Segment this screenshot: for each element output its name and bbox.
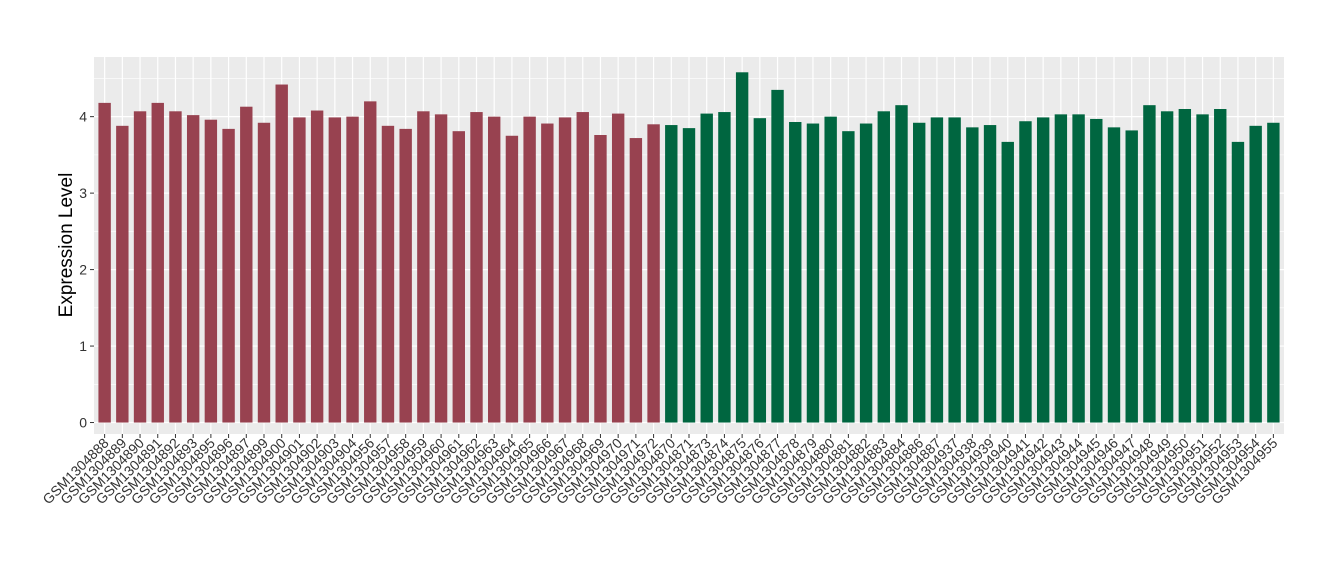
bar-GSM1304895 bbox=[204, 119, 218, 423]
bar-GSM1304882 bbox=[859, 123, 873, 423]
bar-GSM1304892 bbox=[169, 111, 182, 423]
bar-GSM1304962 bbox=[470, 112, 483, 423]
bar-GSM1304877 bbox=[771, 89, 784, 423]
bar-GSM1304891 bbox=[151, 102, 164, 423]
bar-GSM1304961 bbox=[452, 131, 465, 423]
bar-GSM1304967 bbox=[558, 117, 572, 423]
y-tick-label: 1 bbox=[79, 338, 87, 354]
bars bbox=[98, 72, 1280, 423]
bar-GSM1304874 bbox=[718, 112, 731, 423]
bar-GSM1304870 bbox=[665, 125, 678, 423]
bar-GSM1304964 bbox=[505, 135, 519, 423]
bar-GSM1304901 bbox=[293, 117, 306, 423]
bar-GSM1304972 bbox=[647, 124, 660, 423]
bar-GSM1304940 bbox=[1001, 141, 1014, 423]
bar-GSM1304881 bbox=[842, 131, 855, 423]
bar-GSM1304937 bbox=[948, 117, 961, 423]
bar-GSM1304902 bbox=[310, 110, 324, 423]
y-axis-title: Expression Level bbox=[56, 173, 77, 318]
bar-GSM1304939 bbox=[983, 125, 997, 423]
y-axis: 0 1 2 3 4 bbox=[79, 109, 94, 431]
bar-GSM1304944 bbox=[1072, 114, 1085, 423]
bar-GSM1304871 bbox=[682, 128, 696, 423]
bar-GSM1304904 bbox=[346, 116, 359, 423]
bar-GSM1304947 bbox=[1125, 130, 1138, 423]
bar-GSM1304880 bbox=[824, 116, 837, 423]
bar-GSM1304958 bbox=[399, 128, 412, 423]
bar-GSM1304965 bbox=[523, 116, 536, 423]
bar-GSM1304883 bbox=[877, 111, 890, 423]
x-axis: GSM1304888GSM1304889GSM1304890GSM1304891… bbox=[39, 434, 1281, 507]
bar-GSM1304896 bbox=[222, 128, 235, 423]
bar-GSM1304893 bbox=[186, 115, 200, 423]
bar-GSM1304948 bbox=[1143, 105, 1156, 423]
bar-GSM1304945 bbox=[1090, 118, 1103, 423]
bar-GSM1304899 bbox=[257, 122, 271, 423]
bar-GSM1304946 bbox=[1107, 127, 1121, 423]
bar-GSM1304900 bbox=[275, 84, 288, 423]
bar-GSM1304954 bbox=[1249, 125, 1262, 423]
bar-GSM1304884 bbox=[895, 105, 908, 423]
y-tick-label: 4 bbox=[79, 109, 87, 125]
y-tick-label: 2 bbox=[79, 262, 87, 278]
bar-GSM1304879 bbox=[806, 123, 820, 423]
bar-GSM1304888 bbox=[98, 102, 111, 423]
bar-GSM1304950 bbox=[1178, 109, 1192, 423]
bar-GSM1304938 bbox=[966, 127, 979, 423]
bar-GSM1304951 bbox=[1196, 114, 1209, 423]
bar-GSM1304878 bbox=[789, 122, 802, 423]
y-tick-label: 3 bbox=[79, 185, 87, 201]
bar-GSM1304966 bbox=[541, 123, 554, 423]
bar-GSM1304957 bbox=[381, 125, 395, 423]
bar-GSM1304941 bbox=[1019, 121, 1032, 423]
bar-GSM1304959 bbox=[417, 111, 430, 423]
bar-GSM1304873 bbox=[700, 113, 713, 423]
bar-GSM1304890 bbox=[133, 111, 147, 423]
bar-GSM1304887 bbox=[930, 117, 944, 423]
bar-GSM1304968 bbox=[576, 112, 589, 423]
bar-GSM1304876 bbox=[753, 118, 767, 423]
bar-GSM1304953 bbox=[1231, 141, 1245, 423]
bar-GSM1304960 bbox=[434, 114, 448, 423]
bar-GSM1304875 bbox=[735, 72, 749, 423]
bar-GSM1304943 bbox=[1054, 114, 1068, 423]
y-tick-label: 0 bbox=[79, 415, 87, 431]
bar-GSM1304956 bbox=[364, 101, 377, 423]
bar-GSM1304897 bbox=[240, 106, 253, 423]
bar-GSM1304889 bbox=[116, 125, 129, 423]
bar-GSM1304903 bbox=[328, 117, 342, 423]
bar-GSM1304952 bbox=[1214, 109, 1227, 423]
bar-GSM1304942 bbox=[1036, 117, 1050, 423]
bar-GSM1304969 bbox=[594, 135, 607, 423]
bar-GSM1304955 bbox=[1267, 122, 1280, 423]
bar-GSM1304949 bbox=[1160, 111, 1174, 423]
bar-GSM1304886 bbox=[913, 122, 926, 423]
bar-GSM1304963 bbox=[488, 116, 501, 423]
bar-GSM1304971 bbox=[629, 138, 643, 423]
bar-GSM1304970 bbox=[611, 113, 625, 423]
